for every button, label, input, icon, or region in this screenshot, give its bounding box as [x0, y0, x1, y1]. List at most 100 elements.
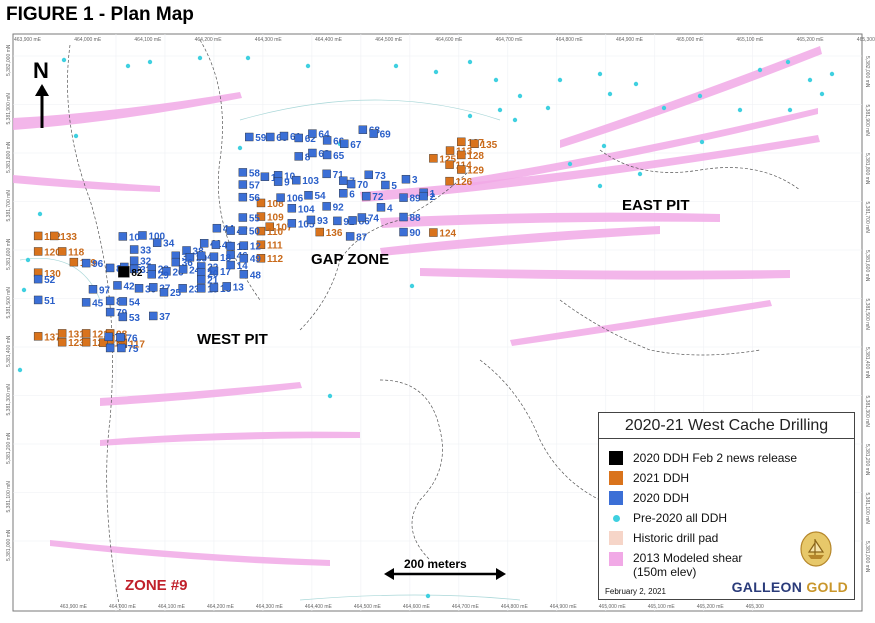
ddh-2020-label: 29 [158, 270, 170, 281]
ddh-2020-marker [152, 238, 162, 247]
ddh-2020-label: 13 [233, 282, 245, 293]
pre-2020-ddh [819, 91, 825, 97]
ddh-2020: 2 [419, 191, 436, 203]
ddh-2020-label: 48 [250, 270, 262, 281]
ddh-2020-label: 103 [302, 176, 319, 187]
pre-2020-ddh [785, 59, 791, 65]
ddh-2020-marker [419, 191, 428, 201]
northing-label-right: 5,381,400 mN [864, 347, 870, 379]
ddh-2020-marker [226, 250, 235, 260]
easting-label-top: 465,200 mE [797, 37, 825, 43]
ddh-2021-label: 120 [44, 247, 61, 258]
ddh-2021-label: 135 [481, 140, 498, 151]
ddh-2020-marker [369, 129, 378, 138]
northing-label-left: 5,381,800 mN [6, 141, 12, 173]
ddh-2021-marker [69, 257, 79, 267]
ddh-2021-marker [57, 329, 67, 338]
ddh-2020-label: 89 [410, 194, 422, 205]
pre-2020-ddh [699, 139, 705, 145]
coordinate-labels: 463,900 mE 463,900 mE 464,000 mE 464,000 mE… [6, 37, 875, 610]
ddh-2020-label: 57 [249, 181, 261, 192]
ddh-2020-marker [222, 282, 231, 291]
ddh-2020-label: 24 [189, 265, 201, 276]
northing-label-left: 5,381,200 mN [6, 432, 12, 464]
ddh-2020: 56 [238, 192, 260, 204]
northing-label-left: 5,381,000 mN [6, 529, 12, 561]
ddh-2020-label: 2 [430, 192, 436, 203]
contour-line [239, 99, 501, 121]
ddh-2020-label: 90 [410, 228, 422, 239]
ddh-2020: 58 [238, 168, 260, 179]
ddh-2020-label: 52 [44, 275, 56, 286]
ddh-2020: 42 [113, 281, 135, 292]
easting-label-bottom: 464,000 mE [109, 604, 137, 610]
ddh-2020: 21 [197, 275, 219, 287]
ddh-2020-marker [401, 174, 411, 184]
ddh-2021: 131 [57, 329, 85, 340]
road-line [479, 359, 601, 501]
ddh-2020-marker [294, 133, 303, 143]
ddh-2020-marker [105, 307, 115, 317]
ddh-2020: 97 [88, 285, 111, 296]
pre-2020-ddh [493, 77, 499, 83]
ddh-2020-label: 37 [159, 312, 171, 323]
ddh-2020-marker [238, 192, 248, 202]
road-line [379, 379, 443, 561]
legend-symbol [609, 491, 623, 505]
ddh-2020-label: 87 [356, 232, 368, 243]
ddh-2020-marker [81, 258, 91, 268]
ddh-2020-label: 12 [250, 242, 262, 253]
ddh-2020-marker [226, 260, 235, 270]
ddh-2020-label: 36 [182, 258, 194, 269]
ddh-2020-label: 105 [298, 219, 315, 230]
ddh-2020-label: 96 [92, 259, 104, 270]
ddh-2020: 72 [362, 191, 384, 203]
ddh-2021: 126 [445, 176, 473, 188]
galleon-logo [800, 531, 832, 567]
ddh-2020-label: 66 [333, 136, 345, 147]
ddh-2020: 65 [322, 150, 345, 162]
legend-item-label: 2020 DDH [633, 491, 690, 505]
ddh-2021: 107 [265, 222, 293, 234]
shear-band [380, 226, 660, 256]
ddh-2020-label: 42 [123, 281, 135, 292]
pre-2020-ddh [147, 59, 153, 65]
ddh-2020-marker [346, 179, 356, 189]
ddh-2020-marker [322, 150, 332, 160]
ddh-2020-label: 54 [314, 191, 326, 202]
ddh-2020: 18 [209, 252, 232, 264]
ddh-2021: 121 [81, 329, 109, 340]
legend-item-label: 2021 DDH [633, 471, 690, 485]
pre-2020-ddh [433, 69, 439, 75]
ddh-2020-marker [239, 241, 249, 250]
ddh-2020: 5 [381, 180, 397, 192]
pre-2020-ddh [757, 67, 763, 73]
ddh-2020: 23 [178, 284, 200, 295]
ddh-2020-label: 25 [170, 288, 182, 299]
ddh-2020-marker [33, 274, 43, 284]
pre-2020-ddh [807, 77, 813, 83]
pre-2020-ddh [597, 71, 603, 77]
ddh-2020: 104 [287, 204, 315, 215]
ddh-2020: 93 [306, 215, 329, 227]
ddh-2020-label: 21 [207, 276, 219, 287]
shear-band [560, 46, 822, 148]
ddh-2021: 112 [256, 254, 284, 265]
ddh-2020-marker [266, 132, 275, 142]
ddh-2020: 103 [292, 175, 319, 187]
legend-item-label: 2013 Modeled shear [633, 551, 743, 565]
shear-band [100, 431, 360, 446]
easting-label-bottom: 464,800 mE [501, 604, 529, 610]
ddh-2021: 108 [256, 198, 284, 210]
ddh-2020-marker [118, 232, 128, 241]
ddh-2020-marker [238, 213, 248, 222]
northing-label-right: 5,381,700 mN [864, 202, 870, 234]
ddh-2020-label: 14 [237, 261, 249, 272]
ddh-2021-label: 128 [467, 151, 484, 162]
pre-2020-ddh [661, 105, 667, 111]
easting-label-bottom: 463,900 mE [60, 604, 88, 610]
ddh-2020-label: 100 [148, 231, 165, 242]
ddh-2021-label: 117 [129, 340, 146, 351]
legend-item-sublabel: (150m elev) [633, 565, 697, 579]
easting-label-bottom: 465,100 mE [648, 604, 676, 610]
